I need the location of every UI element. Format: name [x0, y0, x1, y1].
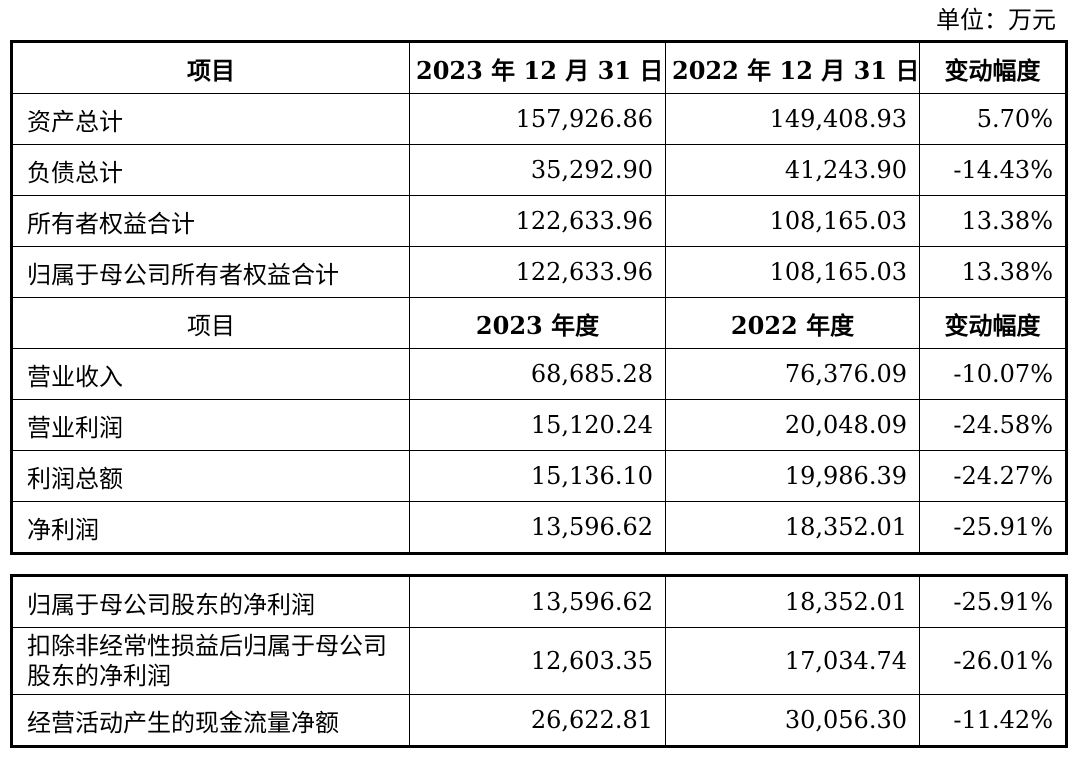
header-item: 项目 [11, 41, 410, 94]
value-change: -14.43% [919, 144, 1067, 196]
value-2022: 18,352.01 [665, 501, 920, 554]
value-change: -10.07% [919, 348, 1067, 400]
row-label: 利润总额 [11, 450, 410, 502]
row-label: 净利润 [11, 501, 410, 554]
table-header-row: 项目 2023 年 12 月 31 日 2022 年 12 月 31 日 变动幅… [11, 41, 1067, 94]
table-row: 负债总计 35,292.90 41,243.90 -14.43% [11, 144, 1067, 196]
value-2022: 149,408.93 [665, 93, 920, 145]
table-row: 归属于母公司所有者权益合计 122,633.96 108,165.03 13.3… [11, 246, 1067, 298]
table-row: 扣除非经常性损益后归属于母公司股东的净利润 12,603.35 17,034.7… [11, 627, 1067, 695]
table-subheader-row: 项目 2023 年度 2022 年度 变动幅度 [11, 297, 1067, 349]
value-2022: 108,165.03 [665, 195, 920, 247]
value-2023: 15,120.24 [409, 399, 666, 451]
value-change: -11.42% [919, 694, 1067, 747]
value-2022: 76,376.09 [665, 348, 920, 400]
value-2022: 41,243.90 [665, 144, 920, 196]
subheader-2022-year: 2022 年度 [665, 297, 920, 349]
row-label: 归属于母公司所有者权益合计 [11, 246, 410, 298]
unit-label: 单位：万元 [936, 6, 1056, 34]
value-2022: 18,352.01 [665, 575, 920, 628]
row-label: 扣除非经常性损益后归属于母公司股东的净利润 [11, 627, 410, 695]
value-2022: 108,165.03 [665, 246, 920, 298]
value-change: -26.01% [919, 627, 1067, 695]
value-2022: 30,056.30 [665, 694, 920, 747]
value-2023: 35,292.90 [409, 144, 666, 196]
value-2022: 19,986.39 [665, 450, 920, 502]
row-label: 归属于母公司股东的净利润 [11, 575, 410, 628]
row-label: 所有者权益合计 [11, 195, 410, 247]
header-change: 变动幅度 [919, 41, 1067, 94]
value-2023: 13,596.62 [409, 501, 666, 554]
value-2022: 20,048.09 [665, 399, 920, 451]
value-2023: 15,136.10 [409, 450, 666, 502]
value-2023: 122,633.96 [409, 195, 666, 247]
table-row: 营业收入 68,685.28 76,376.09 -10.07% [11, 348, 1067, 400]
value-change: 5.70% [919, 93, 1067, 145]
value-change: -25.91% [919, 501, 1067, 554]
value-2023: 122,633.96 [409, 246, 666, 298]
value-2023: 68,685.28 [409, 348, 666, 400]
table-row: 营业利润 15,120.24 20,048.09 -24.58% [11, 399, 1067, 451]
subheader-item: 项目 [11, 297, 410, 349]
value-change: 13.38% [919, 246, 1067, 298]
table-row: 经营活动产生的现金流量净额 26,622.81 30,056.30 -11.42… [11, 694, 1067, 747]
value-2023: 26,622.81 [409, 694, 666, 747]
financial-summary-table-continued: 归属于母公司股东的净利润 13,596.62 18,352.01 -25.91%… [10, 574, 1068, 748]
value-2023: 12,603.35 [409, 627, 666, 695]
table-row: 归属于母公司股东的净利润 13,596.62 18,352.01 -25.91% [11, 575, 1067, 628]
row-label: 负债总计 [11, 144, 410, 196]
value-2022: 17,034.74 [665, 627, 920, 695]
financial-summary-table: 项目 2023 年 12 月 31 日 2022 年 12 月 31 日 变动幅… [10, 40, 1068, 555]
table-row: 资产总计 157,926.86 149,408.93 5.70% [11, 93, 1067, 145]
table-row: 利润总额 15,136.10 19,986.39 -24.27% [11, 450, 1067, 502]
table-row: 净利润 13,596.62 18,352.01 -25.91% [11, 501, 1067, 554]
value-change: 13.38% [919, 195, 1067, 247]
row-label: 营业利润 [11, 399, 410, 451]
value-change: -24.27% [919, 450, 1067, 502]
value-change: -25.91% [919, 575, 1067, 628]
value-2023: 13,596.62 [409, 575, 666, 628]
value-change: -24.58% [919, 399, 1067, 451]
table-row: 所有者权益合计 122,633.96 108,165.03 13.38% [11, 195, 1067, 247]
subheader-change: 变动幅度 [919, 297, 1067, 349]
header-2022-date: 2022 年 12 月 31 日 [665, 41, 920, 94]
row-label: 经营活动产生的现金流量净额 [11, 694, 410, 747]
row-label: 资产总计 [11, 93, 410, 145]
value-2023: 157,926.86 [409, 93, 666, 145]
row-label: 营业收入 [11, 348, 410, 400]
subheader-2023-year: 2023 年度 [409, 297, 666, 349]
header-2023-date: 2023 年 12 月 31 日 [409, 41, 666, 94]
